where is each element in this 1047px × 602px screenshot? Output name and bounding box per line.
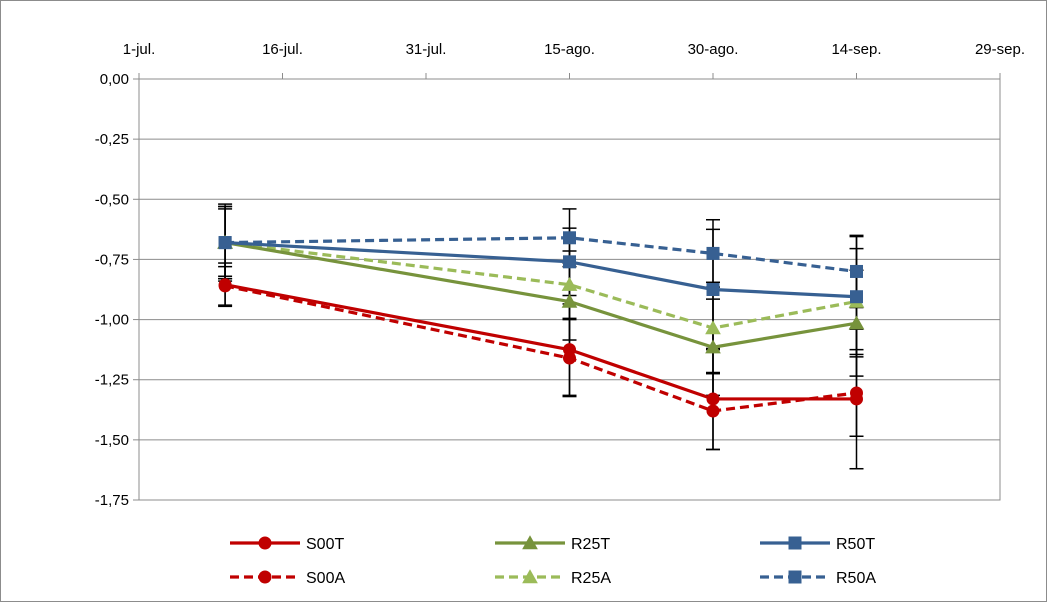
- legend-marker: [788, 536, 802, 550]
- data-point: [706, 392, 720, 406]
- x-tick-label: 29-sep.: [975, 41, 1025, 58]
- legend-label: S00A: [306, 570, 345, 587]
- data-point: [563, 255, 576, 269]
- legend-marker: [258, 536, 272, 550]
- series-line: [224, 241, 857, 330]
- y-tick-label: -0,75: [95, 251, 129, 268]
- series-line: [225, 240, 857, 299]
- data-point: [706, 246, 720, 260]
- legend-marker: [522, 569, 538, 584]
- y-tick-label: -0,50: [95, 191, 129, 208]
- legend-entry-r25a: R25A: [495, 569, 611, 587]
- series-r50t: [218, 236, 863, 304]
- legend-label: R25A: [571, 570, 611, 587]
- series-line: [225, 236, 857, 274]
- data-point: [218, 278, 232, 292]
- legend-label: R50A: [836, 570, 876, 587]
- data-point: [561, 293, 578, 308]
- legend: S00T R25T R50T S00A R25A R50A: [230, 535, 876, 587]
- legend-label: S00T: [306, 536, 344, 553]
- data-point: [218, 236, 232, 250]
- data-point: [850, 392, 863, 406]
- y-tick-label: -0,25: [95, 131, 129, 148]
- legend-entry-r50a: R50A: [760, 570, 876, 587]
- data-point: [706, 404, 720, 418]
- data-point: [850, 290, 863, 304]
- y-tick-label: -1,50: [95, 432, 129, 449]
- y-tick-label: 0,00: [100, 71, 129, 88]
- data-point: [850, 264, 863, 278]
- legend-marker: [788, 570, 802, 584]
- x-tick-label: 30-ago.: [688, 41, 739, 58]
- data-point: [848, 315, 865, 330]
- series-line: [224, 241, 857, 349]
- x-axis-ticks: 1-jul. 16-jul. 31-jul. 15-ago. 30-ago. 14-sep…: [123, 41, 1025, 79]
- legend-entry-r50t: R50T: [760, 536, 875, 553]
- series-line: [224, 283, 857, 401]
- y-axis-ticks: 0,00 -0,25 -0,50 -0,75 -1,00 -1,25 -1,50 -1,75: [95, 71, 139, 509]
- series-line: [224, 284, 857, 413]
- legend-entry-s00a: S00A: [230, 570, 345, 587]
- legend-marker: [258, 570, 272, 584]
- x-tick-label: 1-jul.: [123, 41, 156, 58]
- series-lines: [217, 231, 865, 418]
- legend-entry-r25t: R25T: [495, 535, 610, 553]
- series-s00t: [218, 278, 863, 406]
- y-tick-label: -1,00: [95, 312, 129, 329]
- x-tick-label: 16-jul.: [262, 41, 303, 58]
- data-point: [561, 276, 578, 291]
- y-tick-label: -1,25: [95, 372, 129, 389]
- x-tick-label: 31-jul.: [406, 41, 447, 58]
- legend-marker: [522, 535, 538, 550]
- x-tick-label: 15-ago.: [544, 41, 595, 58]
- data-point: [706, 283, 720, 296]
- legend-label: R25T: [571, 536, 610, 553]
- y-tick-label: -1,75: [95, 492, 129, 509]
- data-point: [563, 343, 576, 357]
- legend-entry-s00t: S00T: [230, 536, 344, 553]
- data-point: [705, 320, 721, 335]
- data-point: [563, 231, 576, 245]
- data-point: [705, 339, 721, 354]
- legend-label: R50T: [836, 536, 875, 553]
- x-tick-label: 14-sep.: [831, 41, 881, 58]
